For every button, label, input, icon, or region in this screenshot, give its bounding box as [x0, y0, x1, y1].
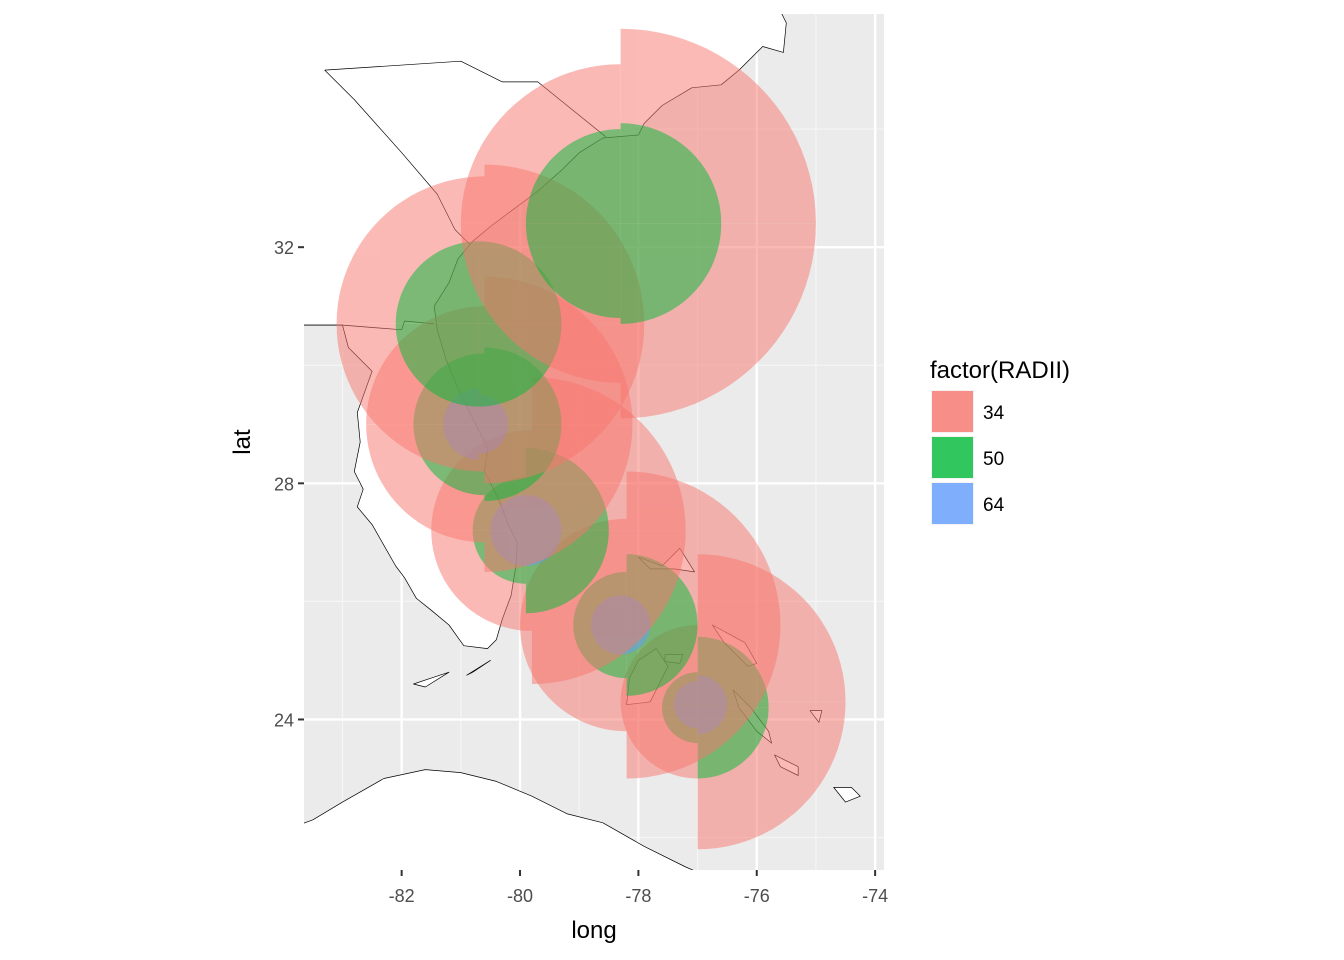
- island: [466, 660, 491, 676]
- legend-key-swatch: [932, 437, 973, 478]
- y-axis-title: lat: [229, 429, 256, 455]
- y-tick-label: 28: [274, 474, 294, 494]
- wind-radii-50-kt: [525, 123, 722, 324]
- wind-radius-quadrant-sw: [525, 223, 621, 318]
- wind-radius-quadrant-ne: [620, 123, 722, 224]
- legend-key-label: 34: [983, 403, 1005, 424]
- wind-radius-quadrant-se: [626, 625, 698, 696]
- x-tick-label: -74: [862, 886, 888, 906]
- cuba-coastline: [304, 769, 694, 870]
- legend-key-label: 50: [983, 449, 1004, 470]
- wind-radius-quadrant-sw: [395, 323, 479, 407]
- legend-key-swatch: [932, 483, 973, 524]
- legend-key-swatch: [932, 391, 973, 432]
- wind-radius-quadrant-se: [620, 223, 722, 324]
- x-tick-label: -82: [389, 886, 415, 906]
- legend-key-label: 64: [983, 495, 1005, 516]
- x-axis-title: long: [571, 917, 616, 944]
- x-tick-label: -80: [507, 886, 533, 906]
- wind-radius-quadrant-nw: [395, 241, 479, 324]
- y-tick-label: 24: [274, 710, 294, 730]
- y-tick-label: 32: [274, 238, 294, 258]
- y-axis: 24 28 32: [274, 238, 304, 730]
- x-tick-label: -78: [625, 886, 651, 906]
- x-axis: -82 -80 -78 -76 -74: [389, 870, 888, 906]
- island: [833, 787, 861, 803]
- x-tick-label: -76: [744, 886, 770, 906]
- island: [413, 671, 450, 688]
- legend-title: factor(RADII): [930, 357, 1070, 384]
- legend: factor(RADII) 34 50 64: [930, 357, 1070, 525]
- wind-radius-quadrant-nw: [525, 129, 621, 224]
- wind-radii-layer: [336, 28, 846, 850]
